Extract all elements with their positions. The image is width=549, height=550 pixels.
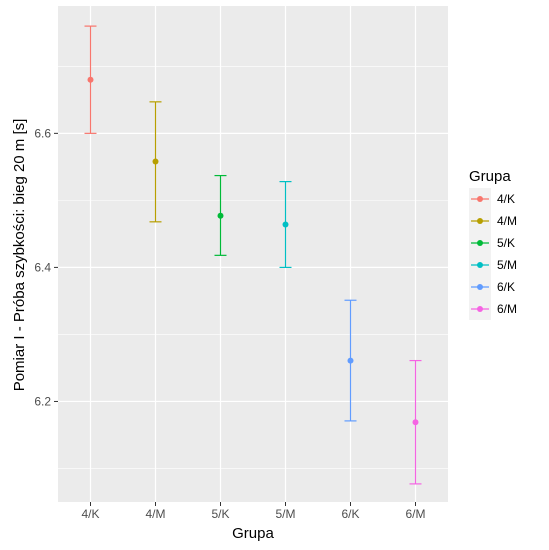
legend-key-point (477, 240, 483, 246)
mean-point (347, 357, 354, 364)
legend-title: Grupa (469, 168, 511, 185)
legend-item: 5/M (469, 254, 517, 276)
y-axis-title: Pomiar I - Próba szybkości: bieg 20 m [s… (11, 119, 28, 392)
y-tick-label: 6.2 (34, 394, 51, 408)
legend-label: 4/K (497, 192, 515, 206)
y-axis: 6.2 6.4 6.6 (34, 126, 58, 408)
legend-label: 5/K (497, 236, 515, 250)
error-bar-group (214, 174, 227, 256)
legend: Grupa 4/K 4/M 5/K 5/M 6/K 6/M (469, 168, 517, 320)
error-bar-group (149, 101, 162, 223)
error-bar-group (409, 359, 422, 485)
legend-label: 6/M (497, 302, 517, 316)
error-bar-group (84, 25, 97, 134)
legend-key-point (477, 262, 483, 268)
legend-label: 4/M (497, 214, 517, 228)
legend-label: 6/K (497, 280, 515, 294)
legend-key-point (477, 218, 483, 224)
legend-key-point (477, 196, 483, 202)
mean-point (412, 419, 419, 426)
x-tick-label: 5/K (211, 507, 229, 521)
legend-item: 5/K (469, 232, 515, 254)
legend-item: 4/K (469, 188, 515, 210)
legend-key-point (477, 284, 483, 290)
legend-label: 5/M (497, 258, 517, 272)
x-tick-label: 4/K (81, 507, 99, 521)
mean-point (87, 76, 94, 83)
x-axis: 4/K 4/M 5/K 5/M 6/K 6/M (81, 502, 426, 521)
mean-point (152, 158, 159, 165)
panel-background (58, 6, 448, 502)
x-tick-label: 6/M (405, 507, 425, 521)
mean-point (282, 221, 289, 228)
legend-item: 6/M (469, 298, 517, 320)
y-tick-label: 6.4 (34, 260, 51, 274)
y-tick-label: 6.6 (34, 126, 51, 140)
x-axis-title: Grupa (232, 525, 274, 542)
error-bars (84, 25, 422, 485)
x-tick-label: 5/M (275, 507, 295, 521)
mean-point (217, 212, 224, 219)
x-tick-label: 6/K (341, 507, 359, 521)
minor-gridlines (58, 66, 448, 469)
x-tick-label: 4/M (145, 507, 165, 521)
legend-item: 6/K (469, 276, 515, 298)
error-bar-group (279, 181, 292, 269)
legend-item: 4/M (469, 210, 517, 232)
legend-key-point (477, 306, 483, 312)
error-bar-group (344, 299, 357, 422)
